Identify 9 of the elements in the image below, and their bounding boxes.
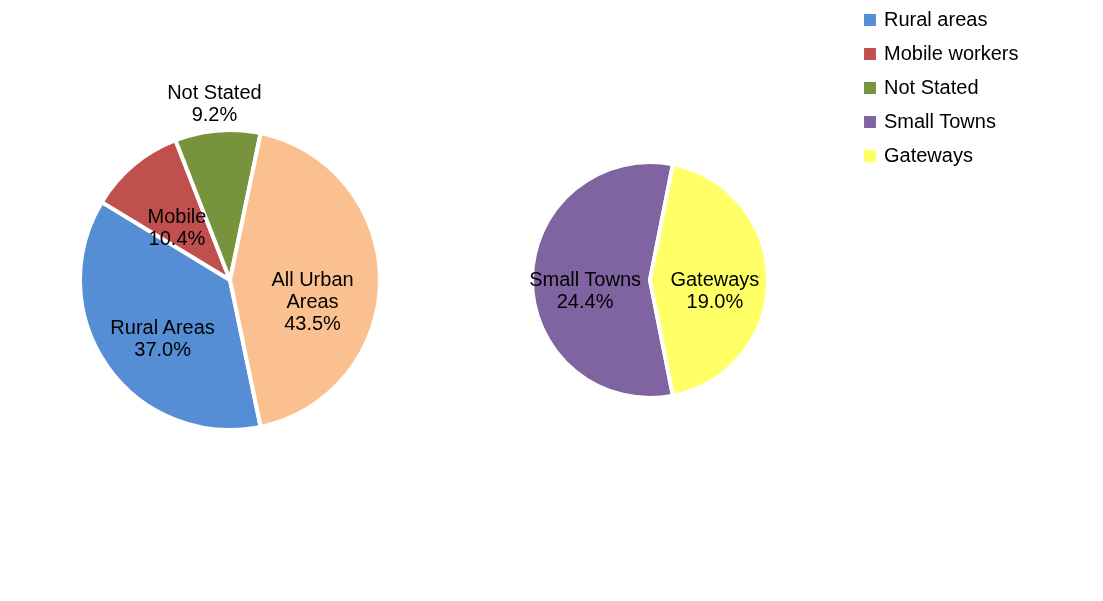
legend-label: Small Towns	[884, 110, 996, 132]
legend-label: Gateways	[884, 144, 973, 166]
legend-label: Mobile workers	[884, 42, 1019, 64]
legend-label: Not Stated	[884, 76, 979, 98]
legend-label: Rural areas	[884, 8, 988, 30]
data-label: Not Stated 9.2%	[167, 81, 262, 126]
data-label: Rural Areas 37.0%	[110, 315, 215, 360]
data-label: All Urban Areas 43.5%	[271, 268, 354, 334]
data-label: Gateways 19.0%	[670, 268, 760, 312]
